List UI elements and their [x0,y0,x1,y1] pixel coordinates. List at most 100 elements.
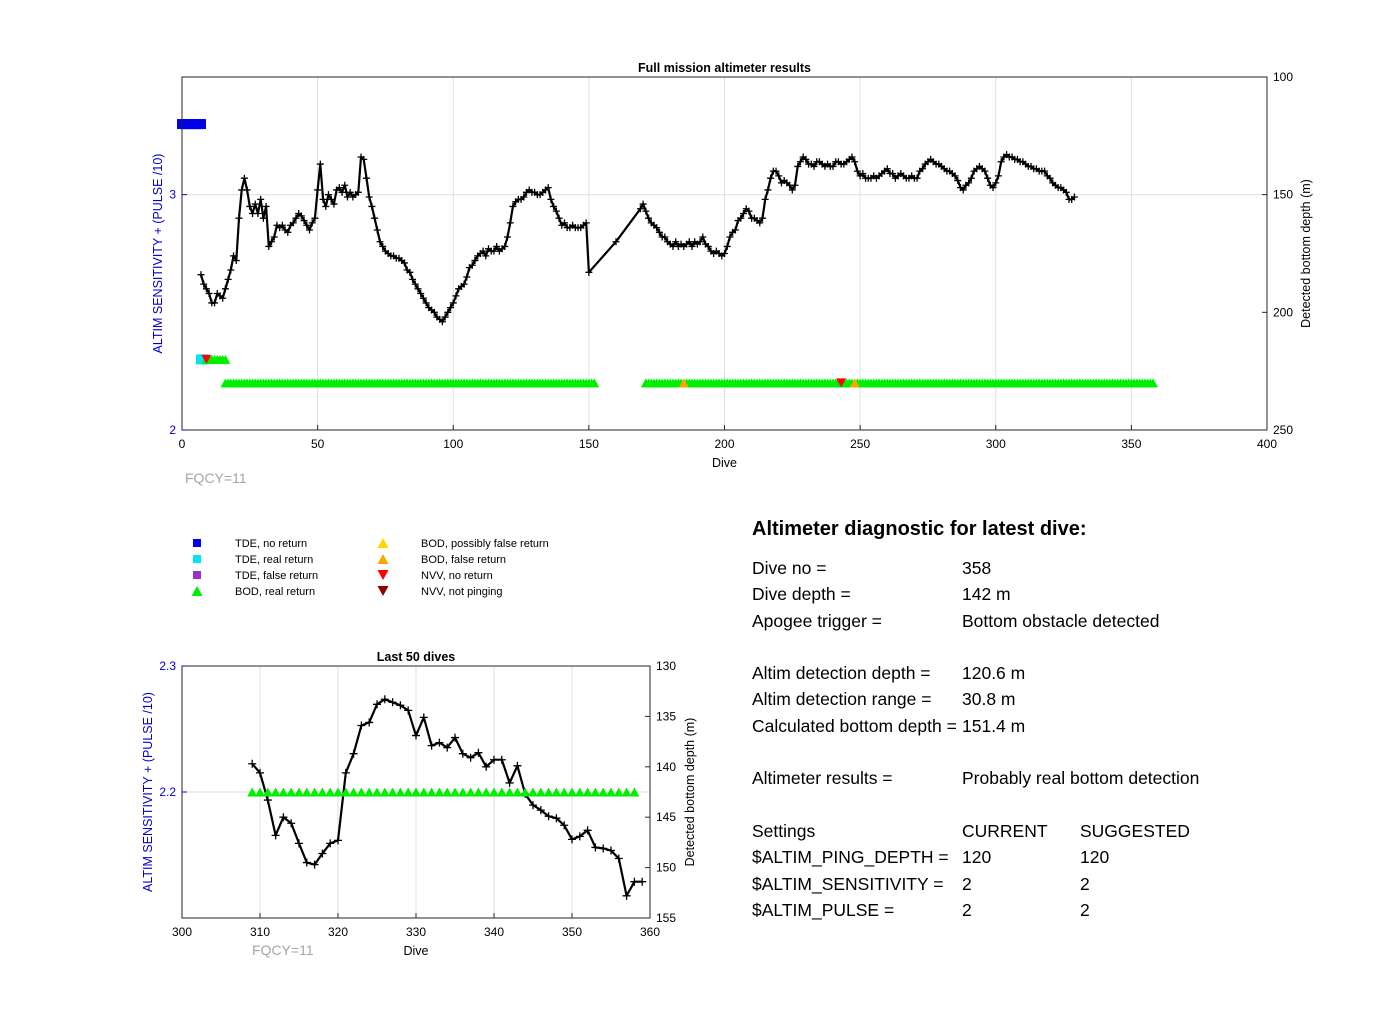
main-ylabel-left: ALTIM SENSITIVITY + (PULSE /10) [151,154,165,354]
last50-series-detected-bottom-depth-point [427,741,436,750]
results-value: Probably real bottom detection [962,768,1200,789]
pulse-label: $ALTIM_PULSE = [752,899,895,920]
sensitivity-current: 2 [962,873,972,894]
main-series-detected-bottom-depth-line [199,153,1076,323]
main-series-detected-bottom-depth-point [585,268,593,276]
last50-series-bod-real-return-marker [442,787,453,797]
main-xlabel: Dive [712,456,737,470]
main-series-detected-bottom-depth-point [967,174,975,182]
legend-item-nvv-not-pinging-label: NVV, not pinging [421,586,503,598]
legend-item-nvv-not-pinging-marker [377,586,389,596]
main-series-detected-bottom-depth-point [376,238,384,246]
last50-series-detected-bottom-depth-point [412,731,420,740]
last50-series-bod-real-return-marker [403,787,414,797]
calc-depth-value: 151.4 m [962,715,1026,736]
main-series-detected-bottom-depth-point [327,195,335,203]
main-series-detected-bottom-depth-point [197,271,205,279]
dive-no-value: 358 [962,558,992,578]
calc-depth-row: Calculated bottom depth = 151.4 m [752,716,1372,742]
main-series-detected-bottom-depth-point [240,174,248,182]
legend-item-tde-false-return-marker [193,571,201,579]
main-series-detected-bottom-depth-point [612,238,620,246]
last50-series-detected-bottom-depth-point [607,846,615,855]
main-series-detected-bottom-depth-point [761,195,769,203]
main-series-detected-bottom-depth-point [745,207,753,215]
main-series-nvv-no-return-marker [201,354,212,364]
ping-depth-row: $ALTIM_PING_DEPTH = 120 120 [752,847,1372,873]
main-series-detected-bottom-depth-point [1041,167,1049,175]
main-series-detected-bottom-depth-point [303,221,311,229]
last50-series-detected-bottom-depth-point [513,761,522,770]
last50-series-detected-bottom-depth-point [396,701,405,710]
main-series-detected-bottom-depth-point [994,172,1002,180]
last50-xtick-label: 340 [484,925,504,939]
last50-series-bod-real-return-marker [418,787,429,797]
last50-series-bod-real-return-marker [270,787,281,797]
last50-series-detected-bottom-depth-point [365,718,374,727]
last50-series-bod-real-return-marker [395,787,406,797]
main-series-detected-bottom-depth-point [292,214,300,222]
last50-series-detected-bottom-depth-point [404,706,413,715]
main-series-detected-bottom-depth-point [794,162,802,170]
main-series-detected-bottom-depth-point [655,228,663,236]
last50-series-bod-real-return-marker [262,787,273,797]
main-series-detected-bottom-depth-point [270,233,278,241]
main-series-detected-bottom-depth-point [883,165,891,173]
main-series-detected-bottom-depth-point [482,252,490,260]
last50-series-detected-bottom-depth-point [248,759,257,768]
main-series-detected-bottom-depth-point [788,186,796,194]
last50-ytick-left-label: 2.3 [159,659,176,673]
last50-series-bod-real-return-marker [481,787,492,797]
last50-series-bod-real-return-marker [278,787,289,797]
last50-series-detected-bottom-depth-point [419,713,428,722]
main-series-detected-bottom-depth-point [254,209,262,217]
main-xtick-label: 50 [311,437,325,451]
main-series-detected-bottom-depth-point [411,280,419,288]
last50-series-bod-real-return-marker [387,787,398,797]
main-series-detected-bottom-depth-point [373,226,381,234]
main-series-detected-bottom-depth-point [501,242,509,250]
last50-series-bod-real-return-marker [255,787,265,797]
dive-depth-row: Dive depth = 142 m [752,584,1372,610]
last50-series-bod-real-return-marker [333,787,343,797]
last50-series-detected-bottom-depth-point [302,858,311,867]
last50-series-detected-bottom-depth-point [536,806,545,815]
main-series-detected-bottom-depth-point [965,179,973,187]
results-label: Altimeter results = [752,768,893,789]
main-series-detected-bottom-depth-point [802,155,810,163]
main-ytick-right-label: 100 [1273,70,1293,84]
main-series-detected-bottom-depth-point [346,188,354,196]
last50-series-bod-real-return-marker [372,787,382,797]
last50-series-detected-bottom-depth-point [287,819,296,828]
main-series-detected-bottom-depth-point [202,285,210,293]
last50-xtick-label: 300 [172,925,192,939]
main-series-detected-bottom-depth-point [992,179,1000,187]
last50-ytick-right-label: 155 [656,911,676,925]
last50-xtick-label: 330 [406,925,426,939]
last50-series-bod-real-return-marker [621,787,632,797]
last50-series-detected-bottom-depth-point [614,854,623,863]
main-series-detected-bottom-depth-point [552,207,560,215]
last50-series-detected-bottom-depth-point [357,721,366,730]
last50-series-bod-real-return-marker [559,787,570,797]
sensitivity-row: $ALTIM_SENSITIVITY = 2 2 [752,874,1372,900]
main-series-bod-false-return-marker [678,378,689,388]
main-series-detected-bottom-depth-point [951,172,959,180]
main-series-detected-bottom-depth-point [265,242,273,250]
main-series-detected-bottom-depth-point [721,250,728,257]
main-series-detected-bottom-depth-point [889,169,897,177]
last50-series-detected-bottom-depth-point [388,698,397,707]
settings-header-row: Settings CURRENT SUGGESTED [752,821,1372,847]
main-series-detected-bottom-depth-point [409,275,417,283]
main-ytick-left-label: 3 [169,188,176,202]
last50-series-bod-real-return-marker [489,787,499,797]
main-series-detected-bottom-depth-point [430,308,438,316]
last50-series-bod-real-return-marker [457,787,468,797]
last50-series-detected-bottom-depth-point [552,814,561,823]
last50-series-bod-real-return-marker [520,787,531,797]
main-series-detected-bottom-depth-point [636,205,644,213]
main-series-detected-bottom-depth-point [305,226,313,234]
last50-series-bod-real-return-marker [411,787,421,797]
last50-xtick-label: 350 [562,925,582,939]
